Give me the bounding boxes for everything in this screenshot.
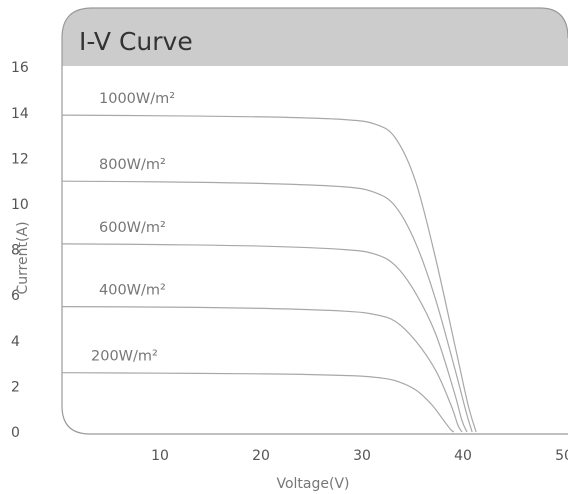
y-tick-label: 6 [11, 288, 20, 304]
y-tick-label: 0 [11, 425, 20, 441]
y-tick-label: 14 [11, 106, 29, 122]
series-label: 600W/m² [99, 220, 166, 236]
chart-frame [61, 7, 568, 435]
curves [61, 114, 477, 433]
y-tick-label: 8 [11, 243, 20, 259]
y-tick-label: 16 [11, 60, 29, 76]
series-label: 800W/m² [99, 157, 166, 173]
chart-title: I-V Curve [79, 27, 193, 56]
series-labels: 1000W/m² 800W/m² 600W/m² 400W/m² 200W/m² [91, 91, 175, 365]
x-axis-label: Voltage(V) [276, 476, 349, 492]
iv-curve-line [61, 306, 463, 433]
x-tick-label: 50 [555, 448, 568, 464]
iv-curve-line [61, 372, 455, 433]
iv-curve-line [61, 180, 473, 433]
series-label: 1000W/m² [99, 91, 175, 107]
x-tick-label: 40 [454, 448, 472, 464]
iv-curve-line [61, 243, 468, 433]
x-tick-label: 10 [151, 448, 169, 464]
x-tick-labels: 10 20 30 40 50 [151, 448, 568, 464]
title-band [62, 8, 568, 66]
x-tick-label: 20 [252, 448, 270, 464]
series-label: 400W/m² [99, 283, 166, 299]
y-tick-label: 12 [11, 151, 29, 167]
iv-curve-line [61, 114, 477, 433]
series-label: 200W/m² [91, 349, 158, 365]
y-tick-label: 10 [11, 197, 29, 213]
x-tick-label: 30 [353, 448, 371, 464]
y-tick-label: 2 [11, 379, 20, 395]
y-tick-label: 4 [11, 334, 20, 350]
y-axis-label: Current(A) [15, 221, 31, 294]
y-tick-labels: 0 2 4 6 8 10 12 14 16 [11, 60, 29, 441]
